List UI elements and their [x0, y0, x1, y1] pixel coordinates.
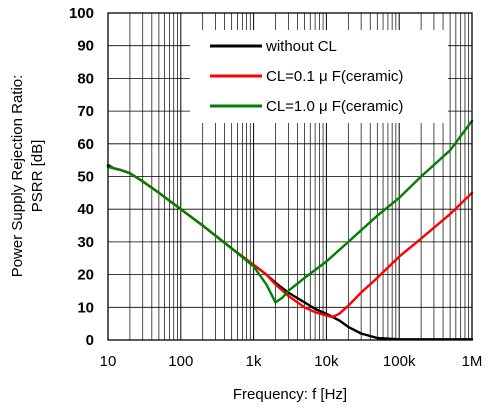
y-axis-label-line1: Power Supply Rejection Ratio: [9, 75, 26, 278]
x-axis-label: Frequency: f [Hz] [233, 386, 347, 403]
y-tick-label: 10 [77, 299, 94, 316]
legend-label-cl-0-1: CL=0.1 μ F(ceramic) [266, 68, 403, 85]
y-tick-label: 90 [77, 38, 94, 55]
y-axis-label-line2: PSRR [dB] [29, 140, 46, 213]
y-tick-label: 100 [69, 5, 94, 22]
y-tick-label: 70 [77, 103, 94, 120]
x-tick-label: 1M [462, 353, 483, 370]
y-tick-label: 60 [77, 136, 94, 153]
y-tick-label: 80 [77, 70, 94, 87]
legend-label-cl-1-0: CL=1.0 μ F(ceramic) [266, 98, 403, 115]
y-tick-label: 50 [77, 169, 94, 186]
y-tick-label: 20 [77, 267, 94, 284]
y-tick-label: 0 [86, 332, 94, 349]
series-line-0 [106, 163, 474, 341]
x-tick-label: 1k [246, 353, 262, 370]
x-tick-label: 100 [168, 353, 193, 370]
y-tick-label: 40 [77, 201, 94, 218]
tick-labels: 0 10 20 30 40 50 60 70 80 90 100 10 100 1k 10k 100k 1M [69, 5, 482, 370]
x-tick-label: 10k [314, 353, 339, 370]
y-tick-label: 30 [77, 234, 94, 251]
x-tick-label: 100k [383, 353, 416, 370]
plot-frame [107, 12, 473, 341]
legend-label-without-cl: without CL [265, 38, 337, 55]
series-layer [106, 119, 474, 341]
legend: without CL CL=0.1 μ F(ceramic) CL=1.0 μ … [190, 30, 448, 123]
series-line-2 [106, 119, 474, 304]
x-tick-label: 10 [100, 353, 117, 370]
grid [108, 12, 472, 341]
